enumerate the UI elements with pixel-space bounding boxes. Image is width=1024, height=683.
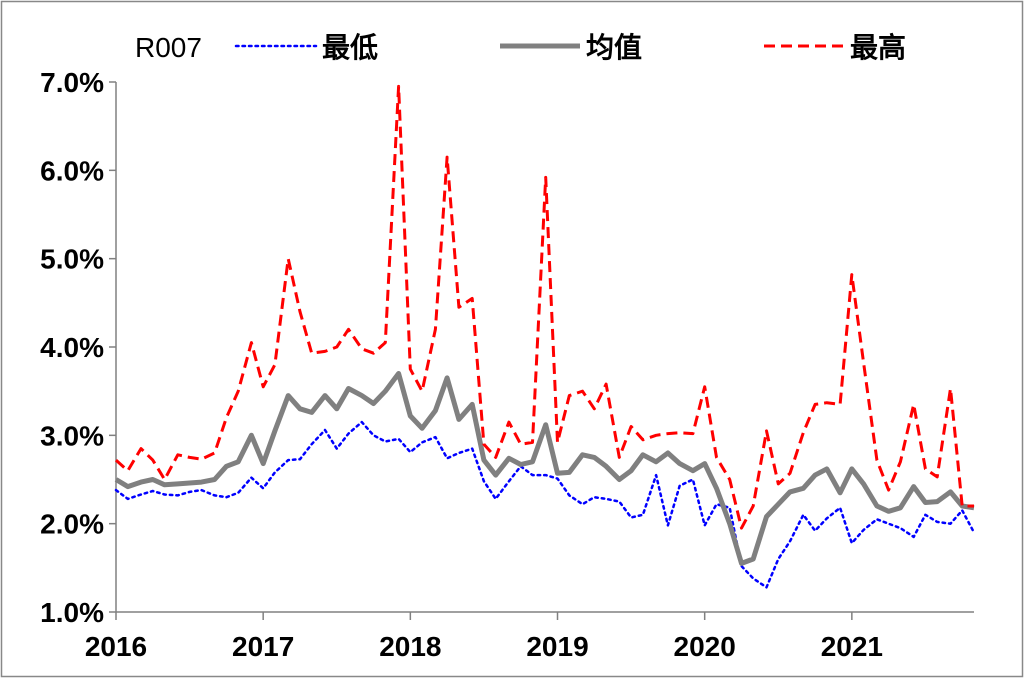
x-tick-label: 2019	[526, 631, 588, 662]
y-tick-label: 4.0%	[40, 332, 104, 363]
series-min-line	[114, 420, 976, 589]
y-tick-label: 5.0%	[40, 244, 104, 275]
y-tick-label: 3.0%	[40, 420, 104, 451]
legend-label-min: 最低	[322, 32, 378, 63]
x-tick-label: 2018	[379, 631, 441, 662]
x-tick-label: 2017	[232, 631, 294, 662]
y-tick-label: 6.0%	[40, 155, 104, 186]
legend-label-mean: 均值	[586, 32, 642, 63]
series-mean-line	[114, 371, 975, 566]
legend-label-max: 最高	[850, 32, 906, 63]
y-tick-label: 1.0%	[40, 597, 104, 628]
x-tick-label: 2021	[821, 631, 883, 662]
series-max-line	[114, 84, 974, 530]
plot-area	[114, 84, 976, 589]
y-tick-label: 2.0%	[40, 509, 104, 540]
x-tick-label: 2016	[85, 631, 147, 662]
legend-title: R007	[135, 32, 202, 63]
legend: R007 最低 均值 最高	[135, 32, 906, 63]
x-tick-label: 2020	[674, 631, 736, 662]
y-tick-label: 7.0%	[40, 67, 104, 98]
axes: 1.0% 2.0% 3.0% 4.0% 5.0% 6.0% 7.0% 2016 2017 2018…	[40, 67, 974, 662]
